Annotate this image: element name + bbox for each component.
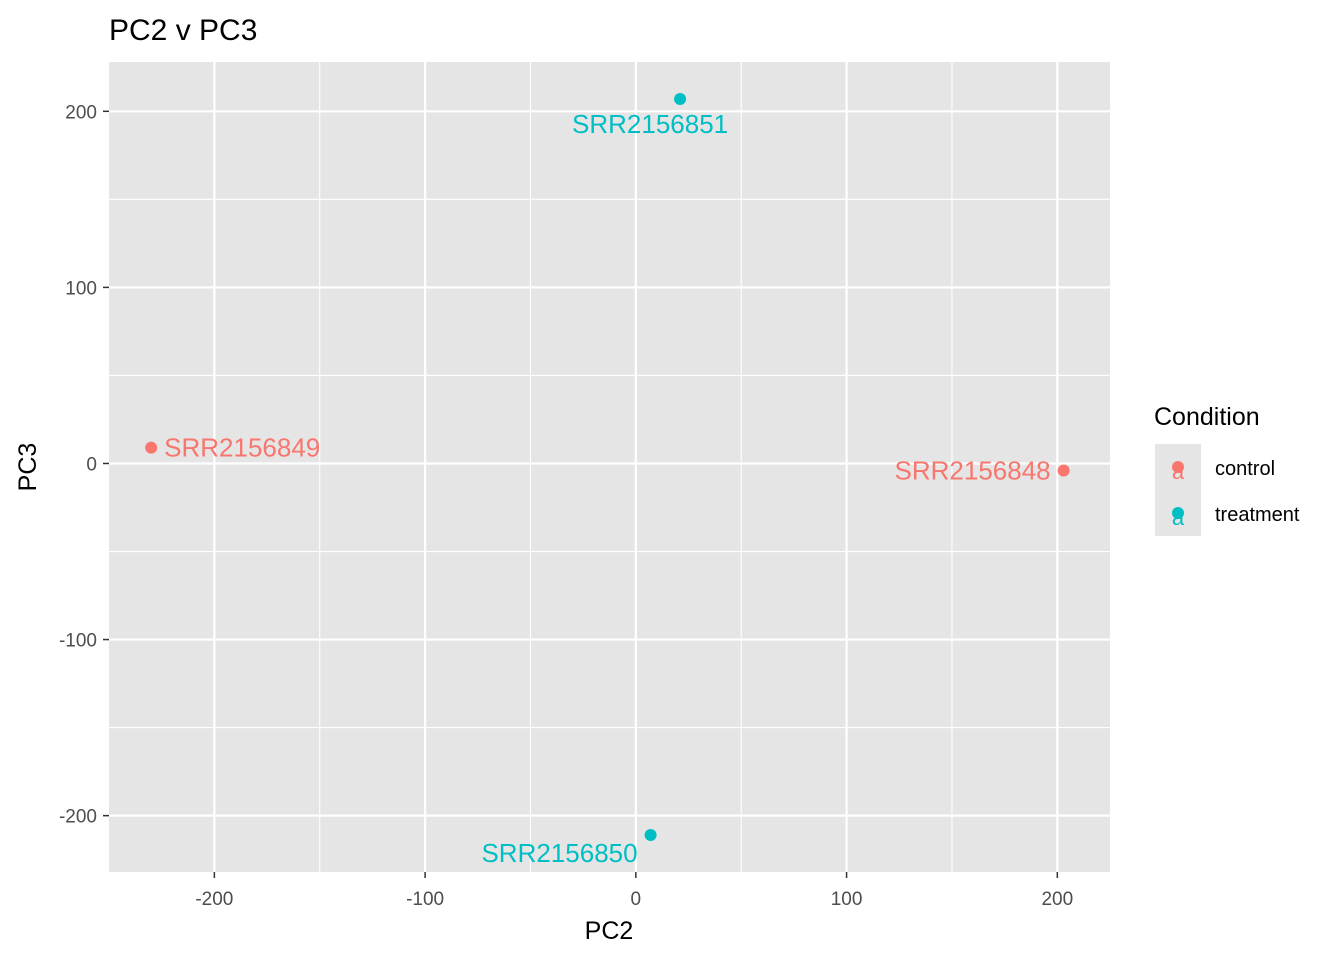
x-tick-label: -100 [406,889,444,910]
point-srr2156851 [674,92,687,105]
minor-grid [109,62,1110,872]
point-srr2156850 [644,829,657,842]
legend-label-control: control [1215,458,1275,480]
data-point-labels: SRR2156848 SRR2156849 SRR2156850 SRR2156851 [164,109,1050,868]
legend-label-treatment: treatment [1215,504,1300,526]
legend-key-treatment [1172,507,1184,519]
point-label-srr2156848: SRR2156848 [895,456,1051,486]
y-axis: -200 -100 0 100 200 [59,102,109,828]
plot-panel [109,62,1110,872]
y-axis-title: PC3 [14,443,42,492]
x-tick-label: 0 [631,889,642,910]
legend-key-background [1155,444,1201,536]
y-tick-label: 0 [86,454,97,475]
point-srr2156849 [145,441,158,454]
point-srr2156848 [1057,464,1070,477]
chart-title: PC2 v PC3 [109,14,257,47]
y-tick-label: 100 [65,278,97,299]
legend-key-glyph-treatment: a [1172,505,1185,530]
x-tick-label: -200 [195,889,233,910]
point-label-srr2156851: SRR2156851 [572,109,728,139]
legend-key-glyph-control: a [1172,459,1185,484]
legend-title: Condition [1154,403,1260,431]
x-axis-title: PC2 [585,917,634,945]
y-tick-label: -100 [59,631,97,652]
y-tick-label: -200 [59,807,97,828]
point-label-srr2156849: SRR2156849 [164,433,320,463]
y-tick-label: 200 [65,102,97,123]
data-points [145,92,1070,842]
legend: Condition a control a treatment [1154,403,1300,536]
x-tick-label: 200 [1041,889,1073,910]
legend-key-control [1172,461,1184,473]
point-label-srr2156850: SRR2156850 [481,838,637,868]
x-tick-label: 100 [831,889,863,910]
major-grid [109,62,1110,872]
x-axis: -200 -100 0 100 200 [195,872,1073,910]
